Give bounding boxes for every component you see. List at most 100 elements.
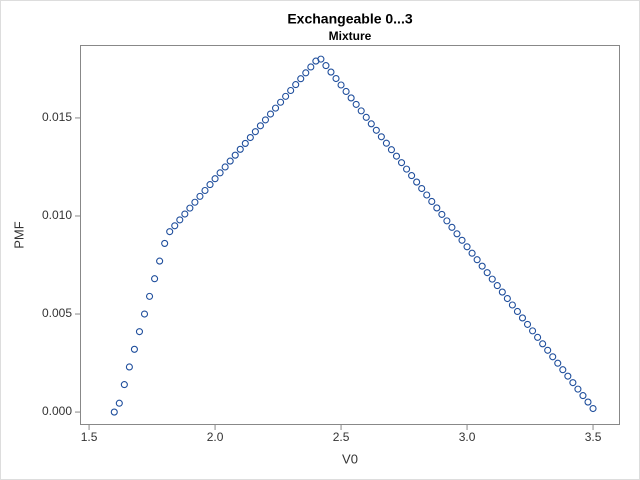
point bbox=[151, 275, 159, 283]
point bbox=[302, 69, 310, 77]
point bbox=[579, 392, 587, 400]
point bbox=[483, 269, 491, 277]
point bbox=[408, 172, 416, 180]
point bbox=[342, 87, 350, 96]
x-tick-label: 1.5 bbox=[81, 430, 98, 444]
point bbox=[382, 139, 390, 147]
x-axis-label: V0 bbox=[342, 451, 358, 466]
point bbox=[367, 120, 375, 128]
point bbox=[438, 210, 446, 218]
point bbox=[226, 157, 234, 165]
point bbox=[513, 307, 521, 316]
point bbox=[493, 282, 501, 290]
point bbox=[458, 236, 466, 244]
point bbox=[161, 239, 169, 247]
point bbox=[564, 372, 572, 380]
point bbox=[428, 197, 436, 206]
point bbox=[206, 181, 214, 189]
point bbox=[292, 81, 300, 89]
point bbox=[518, 314, 527, 322]
point bbox=[156, 257, 164, 265]
point bbox=[337, 81, 345, 89]
point bbox=[176, 216, 184, 224]
point bbox=[569, 379, 577, 387]
point bbox=[211, 175, 219, 183]
point bbox=[277, 98, 285, 106]
point bbox=[463, 243, 471, 251]
point bbox=[352, 100, 360, 108]
y-tick-label: 0.000 bbox=[42, 404, 72, 418]
point bbox=[413, 178, 421, 186]
point bbox=[145, 292, 154, 300]
point bbox=[397, 159, 406, 167]
point bbox=[221, 163, 229, 171]
point bbox=[403, 165, 411, 173]
x-tick-label: 2.5 bbox=[333, 430, 350, 444]
point bbox=[433, 204, 441, 212]
point bbox=[508, 301, 516, 309]
point bbox=[327, 68, 335, 76]
point bbox=[196, 192, 204, 200]
point bbox=[448, 223, 456, 231]
point bbox=[282, 92, 290, 100]
point bbox=[453, 230, 461, 238]
point bbox=[559, 366, 567, 374]
point bbox=[423, 191, 431, 199]
point bbox=[322, 62, 330, 70]
point bbox=[241, 139, 249, 147]
point bbox=[347, 94, 355, 102]
x-tick-label: 3.0 bbox=[459, 430, 476, 444]
y-tick-label: 0.010 bbox=[42, 208, 72, 222]
point bbox=[110, 408, 118, 416]
point bbox=[135, 328, 144, 336]
point bbox=[251, 128, 259, 136]
point bbox=[307, 63, 315, 71]
point bbox=[443, 217, 451, 225]
point bbox=[216, 169, 224, 177]
chart-subtitle: Mixture bbox=[329, 29, 372, 43]
point bbox=[392, 152, 401, 160]
point bbox=[534, 333, 542, 341]
point bbox=[503, 294, 511, 303]
point bbox=[554, 359, 562, 367]
point bbox=[523, 320, 532, 328]
chart-title: Exchangeable 0...3 bbox=[287, 11, 412, 27]
point bbox=[362, 113, 370, 121]
x-tick-label: 2.0 bbox=[207, 430, 224, 444]
point bbox=[478, 262, 486, 270]
point bbox=[231, 151, 239, 159]
point bbox=[191, 198, 199, 206]
y-axis-label: PMF bbox=[11, 221, 26, 249]
point bbox=[287, 86, 295, 95]
point bbox=[115, 399, 123, 407]
point bbox=[201, 186, 209, 195]
plot-frame bbox=[80, 45, 620, 425]
point bbox=[271, 104, 280, 112]
point bbox=[584, 398, 592, 406]
point bbox=[549, 353, 557, 361]
point bbox=[186, 204, 194, 212]
point bbox=[372, 126, 380, 134]
point bbox=[488, 275, 496, 283]
point bbox=[120, 381, 128, 389]
point bbox=[130, 345, 138, 353]
point bbox=[171, 222, 179, 230]
point bbox=[261, 116, 270, 124]
point bbox=[256, 122, 264, 130]
point bbox=[377, 133, 385, 141]
x-tick-label: 3.5 bbox=[585, 430, 602, 444]
point bbox=[498, 288, 506, 296]
point bbox=[529, 327, 537, 335]
point bbox=[297, 75, 305, 83]
point bbox=[181, 210, 189, 218]
point bbox=[125, 363, 133, 371]
point bbox=[468, 249, 476, 257]
point bbox=[574, 385, 582, 393]
point bbox=[357, 107, 365, 115]
point bbox=[539, 340, 547, 348]
point bbox=[589, 404, 597, 413]
point bbox=[266, 110, 275, 118]
